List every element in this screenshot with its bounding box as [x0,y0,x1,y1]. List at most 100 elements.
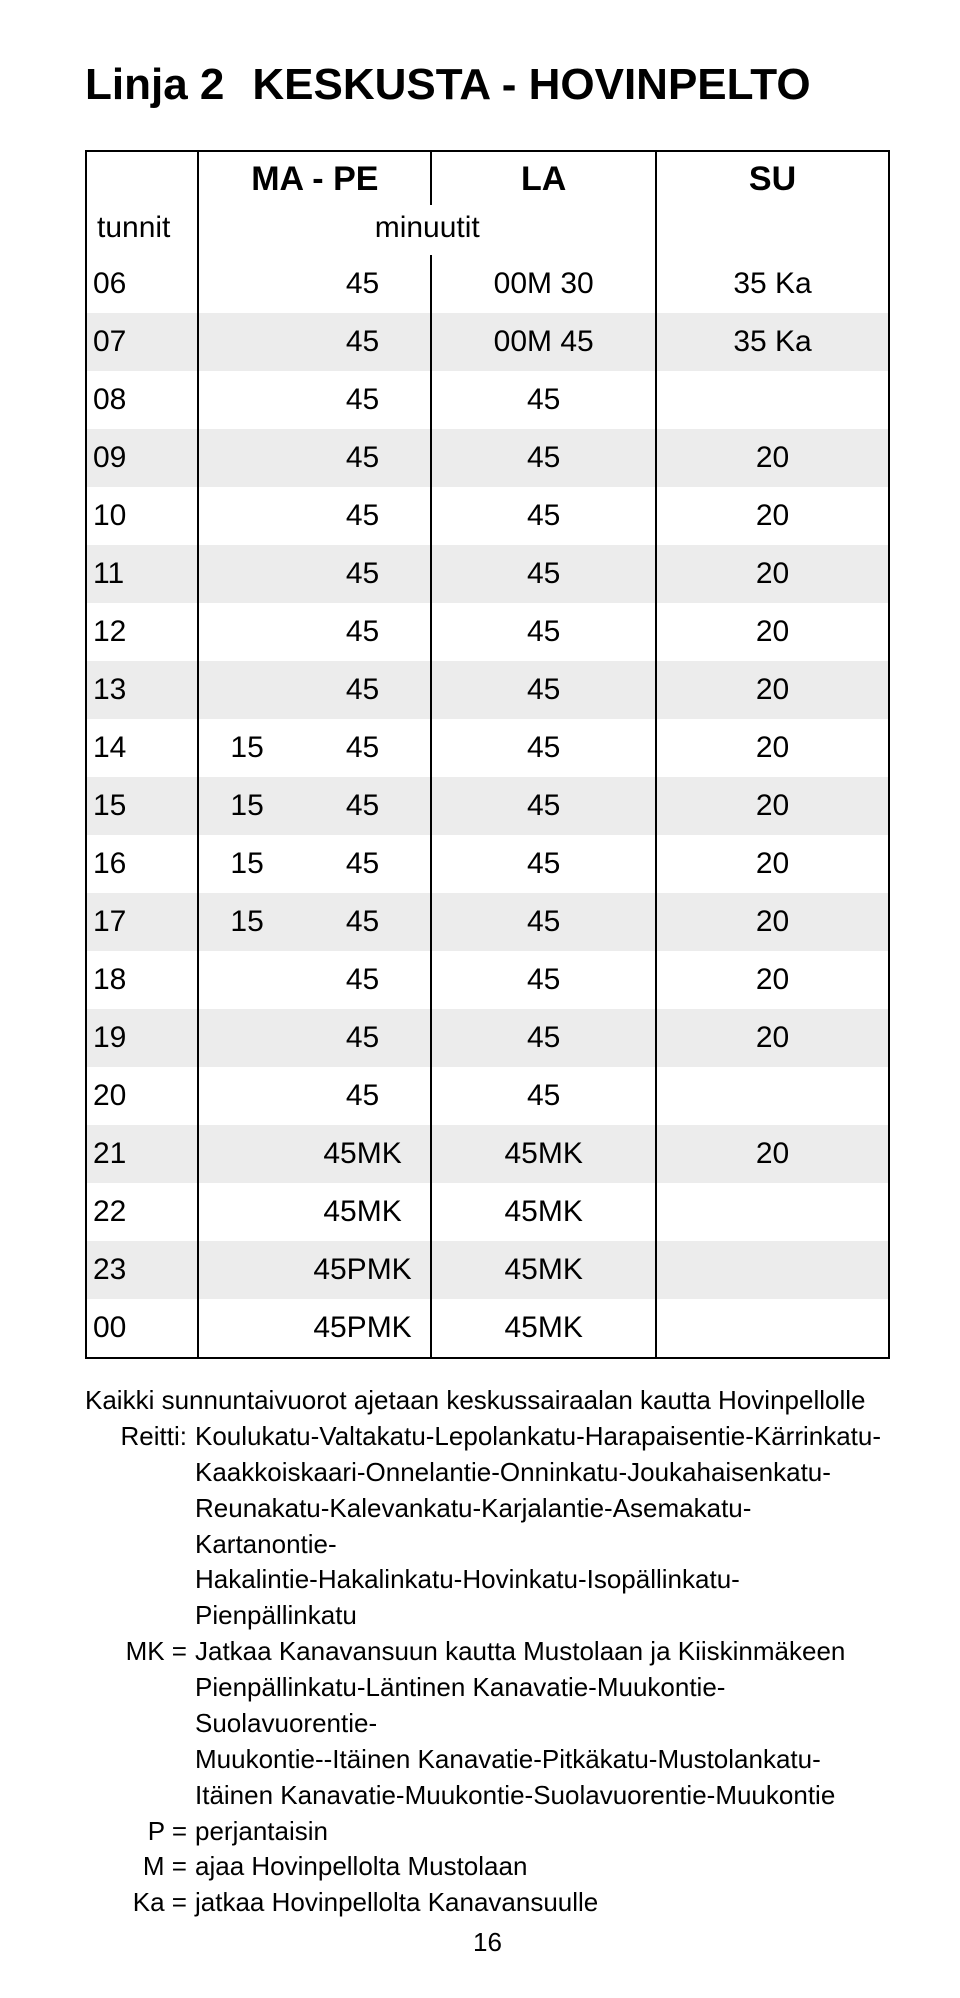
cell-la: 45MK [431,1241,656,1299]
cell-hour: 15 [86,777,198,835]
cell-ma1 [198,603,294,661]
note-p-label: P = [85,1814,195,1850]
cell-la: 45MK [431,1125,656,1183]
table-row: 13454520 [86,661,889,719]
cell-hour: 10 [86,487,198,545]
cell-ma2: 45PMK [295,1299,432,1358]
cell-hour: 08 [86,371,198,429]
cell-su [656,1299,889,1358]
note-ka-label: Ka = [85,1885,195,1921]
note-ka-text: jatkaa Hovinpellolta Kanavansuulle [195,1885,890,1921]
cell-ma1 [198,313,294,371]
cell-la: 45 [431,893,656,951]
cell-ma1 [198,1183,294,1241]
note-mk: MK = Jatkaa Kanavansuun kautta Mustolaan… [85,1634,890,1813]
cell-ma2: 45 [295,545,432,603]
cell-hour: 17 [86,893,198,951]
cell-su: 20 [656,893,889,951]
day-header-row: MA - PE LA SU [86,151,889,205]
cell-su: 20 [656,661,889,719]
cell-hour: 11 [86,545,198,603]
cell-ma1: 15 [198,893,294,951]
line-label: Linja 2 [85,60,224,110]
cell-ma1 [198,255,294,313]
cell-su [656,1183,889,1241]
note-p-text: perjantaisin [195,1814,890,1850]
note-mk-line: Muukontie--Itäinen Kanavatie-Pitkäkatu-M… [195,1742,890,1778]
cell-su: 20 [656,777,889,835]
cell-la: 45 [431,371,656,429]
cell-ma2: 45 [295,951,432,1009]
cell-la: 45 [431,1009,656,1067]
cell-su: 20 [656,1009,889,1067]
cell-la: 45MK [431,1183,656,1241]
cell-la: 45 [431,719,656,777]
cell-ma2: 45MK [295,1183,432,1241]
cell-hour: 18 [86,951,198,1009]
cell-su [656,1241,889,1299]
cell-su [656,1067,889,1125]
cell-ma1: 15 [198,719,294,777]
cell-hour: 13 [86,661,198,719]
sub-header-row: tunnit minuutit [86,205,889,255]
timetable: MA - PE LA SU tunnit minuutit 064500M 30… [85,150,890,1359]
cell-su: 35 Ka [656,255,889,313]
cell-hour: 21 [86,1125,198,1183]
note-reitti: Reitti: Koulukatu-Valtakatu-Lepolankatu-… [85,1419,890,1634]
page-number: 16 [85,1927,890,1958]
cell-ma1 [198,1299,294,1358]
table-row: 18454520 [86,951,889,1009]
cell-ma1 [198,1241,294,1299]
table-row: 0045PMK45MK [86,1299,889,1358]
cell-ma1 [198,1009,294,1067]
table-row: 11454520 [86,545,889,603]
cell-hour: 16 [86,835,198,893]
table-row: 064500M 3035 Ka [86,255,889,313]
label-minutes: minuutit [198,205,656,255]
table-row: 2345PMK45MK [86,1241,889,1299]
note-mk-line: Itäinen Kanavatie-Muukontie-Suolavuorent… [195,1778,890,1814]
table-row: 2245MK45MK [86,1183,889,1241]
cell-ma1 [198,1067,294,1125]
table-row: 084545 [86,371,889,429]
cell-su: 20 [656,545,889,603]
title-row: Linja 2 KESKUSTA - HOVINPELTO [85,60,890,110]
cell-hour: 00 [86,1299,198,1358]
cell-ma1: 15 [198,777,294,835]
table-row: 1715454520 [86,893,889,951]
cell-su: 20 [656,429,889,487]
col-la: LA [431,151,656,205]
label-hours: tunnit [86,205,198,255]
cell-ma2: 45 [295,835,432,893]
cell-su: 20 [656,835,889,893]
timetable-page: Linja 2 KESKUSTA - HOVINPELTO MA - PE LA… [0,0,960,1998]
cell-ma2: 45 [295,1009,432,1067]
note-m-label: M = [85,1849,195,1885]
cell-la: 00M 45 [431,313,656,371]
table-row: 10454520 [86,487,889,545]
cell-hour: 14 [86,719,198,777]
cell-la: 45 [431,487,656,545]
cell-su: 20 [656,951,889,1009]
cell-la: 45 [431,429,656,487]
cell-hour: 20 [86,1067,198,1125]
cell-ma2: 45MK [295,1125,432,1183]
cell-su: 20 [656,1125,889,1183]
table-row: 2145MK45MK20 [86,1125,889,1183]
note-intro: Kaikki sunnuntaivuorot ajetaan keskussai… [85,1383,890,1419]
note-mk-line: Pienpällinkatu-Läntinen Kanavatie-Muukon… [195,1670,890,1742]
note-reitti-line: Hakalintie-Hakalinkatu-Hovinkatu-Isopäll… [195,1562,890,1634]
cell-ma2: 45 [295,719,432,777]
note-ka: Ka = jatkaa Hovinpellolta Kanavansuulle [85,1885,890,1921]
cell-ma2: 45 [295,1067,432,1125]
cell-ma2: 45 [295,313,432,371]
table-row: 074500M 4535 Ka [86,313,889,371]
cell-ma1 [198,545,294,603]
note-m: M = ajaa Hovinpellolta Mustolaan [85,1849,890,1885]
cell-su [656,371,889,429]
note-mk-line: Jatkaa Kanavansuun kautta Mustolaan ja K… [195,1634,890,1670]
note-mk-label: MK = [85,1634,195,1813]
cell-hour: 23 [86,1241,198,1299]
table-row: 09454520 [86,429,889,487]
cell-la: 45 [431,951,656,1009]
